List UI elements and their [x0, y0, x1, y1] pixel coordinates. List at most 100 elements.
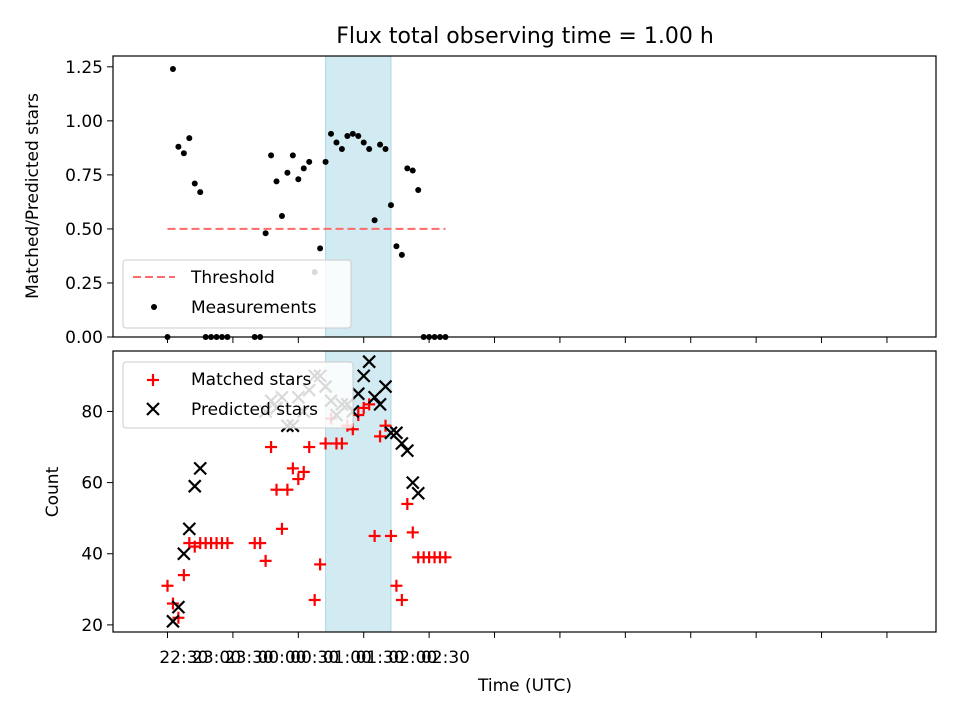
matched-star-point [352, 409, 365, 422]
predicted-star-point [384, 426, 398, 440]
x-tick-label: 00:30 [290, 648, 339, 668]
matched-star-point [172, 611, 185, 624]
predicted-star-point [182, 522, 197, 536]
x-tick-label: 23:00 [192, 648, 241, 668]
predicted-star-point [373, 397, 387, 412]
top-y-tick-label: 0.75 [65, 166, 103, 186]
predicted-star-point [177, 546, 191, 561]
predicted-star-stroke-b [405, 475, 420, 490]
measurement-point [398, 251, 405, 258]
measurement-point [333, 139, 340, 146]
predicted-star-stroke-b [171, 600, 186, 614]
measurement-point [366, 145, 373, 152]
bottom-y-axis-label: Count [43, 466, 63, 517]
matched-star-point [439, 551, 452, 564]
measurement-point [268, 152, 275, 159]
predicted-star-stroke-b [411, 486, 425, 501]
measurement-point [191, 180, 198, 187]
predicted-star-point [362, 354, 376, 369]
legend-matched-swatch [147, 374, 159, 386]
matched-star-point [265, 441, 278, 454]
predicted-star-stroke-b [395, 436, 409, 451]
legend-predicted-swatch [146, 402, 160, 416]
legend-threshold-label: Threshold [190, 268, 275, 288]
matched-star-point [297, 465, 310, 478]
measurement-point [306, 158, 313, 165]
predicted-star-stroke-b [177, 546, 191, 561]
matched-star-point [406, 526, 419, 539]
predicted-star-stroke-b [373, 397, 387, 412]
bottom-y-tick-label: 80 [81, 402, 103, 422]
matched-star-point [281, 483, 294, 496]
predicted-star-stroke-b [378, 379, 393, 394]
measurement-point [371, 217, 378, 224]
predicted-star-stroke-b [193, 461, 207, 476]
matched-star-point [259, 554, 272, 567]
top-legend-box [122, 259, 352, 329]
matched-star-point [254, 537, 267, 550]
bottom-legend: Matched stars Predicted stars [122, 361, 354, 429]
legend-measurements-label: Measurements [191, 298, 317, 318]
predicted-star-stroke-b [389, 426, 404, 440]
matched-star-point [275, 522, 288, 535]
measurement-point [360, 139, 367, 146]
measurement-point [404, 165, 411, 172]
top-y-tick-label: 1.00 [65, 112, 103, 132]
matched-star-point [395, 593, 408, 606]
predicted-star-point [367, 390, 382, 405]
predicted-star-point [166, 614, 180, 629]
matched-star-point [401, 497, 414, 510]
x-axis-label: Time (UTC) [477, 676, 572, 696]
measurement-point [284, 169, 291, 176]
predicted-star-point [356, 369, 371, 383]
legend-predicted-label: Predicted stars [191, 400, 318, 420]
matched-star-point [390, 579, 403, 592]
predicted-star-stroke-b [384, 426, 398, 440]
matched-star-point [363, 398, 376, 411]
measurement-point [289, 152, 296, 159]
legend-matched-label: Matched stars [191, 370, 311, 390]
matched-star-point [308, 593, 321, 606]
bottom-plot-frame [112, 350, 937, 633]
predicted-star-stroke-b [182, 522, 197, 536]
top-plot-frame [112, 55, 937, 338]
measurement-point [377, 141, 384, 148]
matched-star-point [221, 537, 234, 550]
matched-star-point [368, 529, 381, 542]
bottom-legend-box [122, 361, 354, 429]
predicted-star-stroke-b [356, 369, 371, 383]
x-tick-label: 22:30 [159, 648, 208, 668]
measurement-point [300, 165, 307, 172]
measurement-point [180, 150, 187, 157]
matched-star-point [314, 558, 327, 571]
predicted-star-point [351, 386, 366, 401]
measurement-point [349, 130, 356, 137]
predicted-star-point [171, 600, 186, 614]
top-panel: 0.00 0.25 0.50 0.75 1.00 1.25 Matched/Predict… [23, 55, 937, 348]
matched-star-point [286, 462, 299, 475]
measurement-point [415, 187, 422, 194]
matched-star-point [384, 529, 397, 542]
chart-title: Flux total observing time = 1.00 h [336, 24, 714, 49]
matched-star-point [161, 579, 174, 592]
matched-star-point [270, 483, 283, 496]
x-tick-label: 02:30 [421, 648, 470, 668]
measurement-point [393, 243, 400, 250]
measurement-point [273, 178, 280, 185]
bottom-y-tick-label: 40 [81, 545, 103, 565]
top-y-tick-label: 0.50 [65, 220, 103, 240]
predicted-star-point [395, 436, 409, 451]
measurement-point [409, 167, 416, 174]
matched-star-point [379, 419, 392, 432]
predicted-star-point [187, 479, 202, 493]
predicted-star-point [378, 379, 393, 394]
measurement-point [338, 145, 345, 152]
measurement-point [295, 176, 302, 183]
matched-star-point [303, 441, 316, 454]
matched-star-point [292, 473, 305, 486]
predicted-star-stroke-b [362, 354, 376, 369]
bottom-y-tick-label: 20 [81, 616, 103, 636]
measurement-point [355, 132, 362, 139]
